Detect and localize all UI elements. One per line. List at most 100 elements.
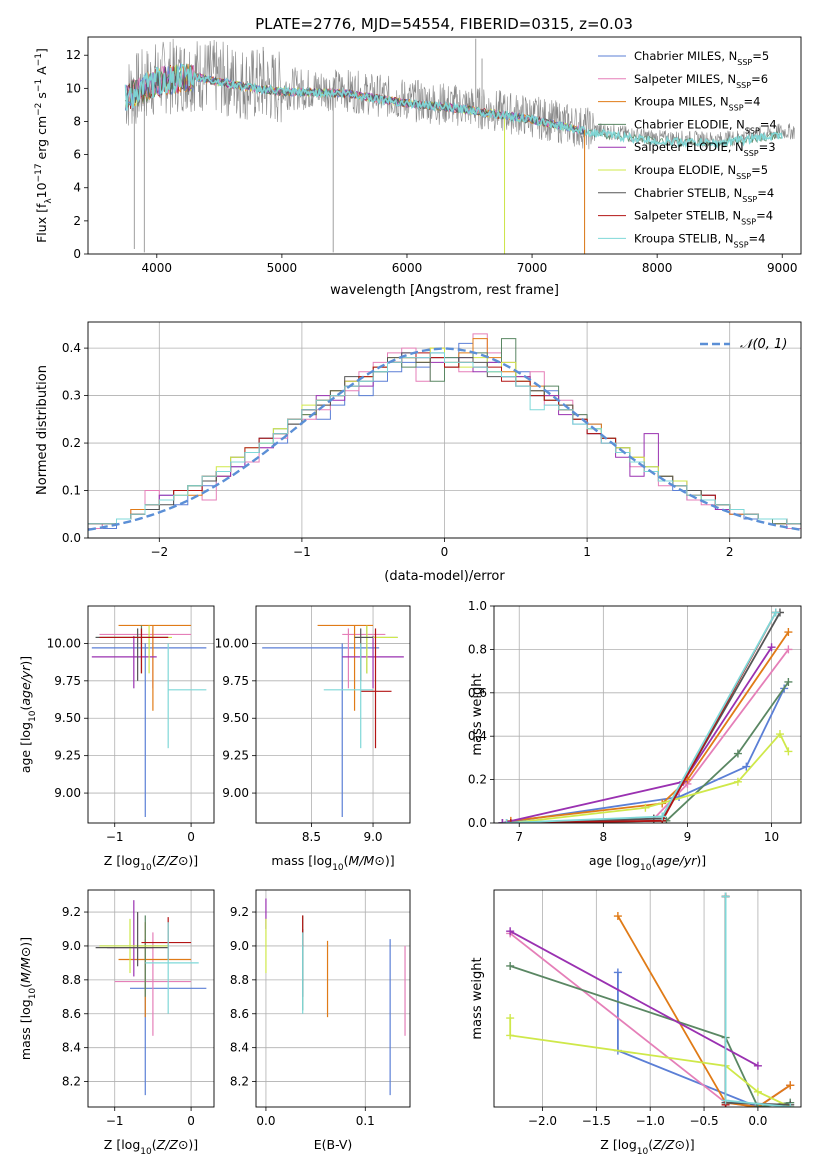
legend-label: Chabrier ELODIE, NSSP=4 [634,117,777,135]
label-part: ( [152,1137,157,1152]
axes-frame [493,889,802,1108]
plot-area [265,898,406,1096]
x-tick-label: −0.5 [689,1114,718,1128]
legend-label: 𝒩(0, 1) [740,337,787,352]
label-part: Z/Z⊙ [156,1137,189,1152]
legend-subscript: SSP [744,149,759,158]
legend-label: Kroupa STELIB, NSSP=4 [634,231,765,249]
label-part: )] [18,656,33,666]
x-tick-label: −2.0 [528,1114,557,1128]
x-tick-label: 9.0 [363,830,382,844]
label-part: M/M⊙ [18,947,33,983]
x-tick-label: −2 [150,545,168,559]
label-part: E(B-V) [314,1137,353,1152]
x-tick-label: 0.1 [356,1114,375,1128]
y-axis-label: Normed distribution [35,365,50,495]
label-part: 10 [140,863,152,873]
label-part: A [34,66,49,79]
y-tick-label: 0.0 [468,816,487,830]
legend-subscript: SSP [742,194,757,203]
label-part: ( [18,983,33,988]
series-marker [733,749,742,758]
x-tick-label: 1 [583,545,591,559]
label-part: Z [log [104,853,140,868]
x-axis-label: age [log10(age/yr)] [589,853,706,873]
label-part: −2 [34,103,44,116]
axes-frame [87,321,802,539]
x-tick-label: 0.0 [256,1114,275,1128]
series-marker [506,1031,515,1040]
y-tick-label: 0.2 [62,436,81,450]
y-tick-label: 8.2 [230,1075,249,1089]
x-axis-label: wavelength [Angstrom, rest frame] [330,283,559,298]
panel-mass_vs_Z: −1 08.28.48.68.89.09.2Z [log10(Z/Z⊙)]mass… [18,889,215,1157]
legend-subscript: SSP [741,217,756,226]
label-part: erg cm [34,116,49,164]
label-part: −1 [34,53,44,66]
label-part: ( [651,853,656,868]
y-tick-label: 9.75 [222,674,249,688]
plot-area [88,333,801,538]
legend-text: Chabrier STELIB, N [634,186,742,200]
y-tick-label: 0.1 [62,484,81,498]
label-part: λ [44,198,54,204]
legend-subscript: SSP [736,80,751,89]
series-marker [784,645,793,654]
legend-text: Salpeter STELIB, N [634,209,741,223]
plot-area [91,624,207,818]
series-line-chabrier_stelib [506,612,781,823]
y-tick-label: 0.6 [468,686,487,700]
y-tick-label: 0.0 [62,531,81,545]
legend-value: =4 [757,186,774,200]
legend-value: =6 [751,72,768,86]
legend-text: Chabrier MILES, N [634,49,737,63]
x-tick-label: 5000 [267,261,298,275]
series-line-kroupa_miles [510,631,790,822]
axes-frame [87,36,802,255]
label-part: 10 [332,863,344,873]
label-part: )] [696,853,706,868]
y-tick-label: 0.4 [62,341,81,355]
label-part: age [log [18,722,33,773]
gridlines [88,606,214,823]
label-part: age/yr [18,665,33,706]
plots-layer: 4000 5000 6000 7000 8000 9000024681012wavelen… [18,36,802,1157]
label-part: )] [188,853,198,868]
label-part: mass [log [271,853,332,868]
x-tick-label: 2 [726,545,734,559]
legend-text: Salpeter MILES, N [634,72,736,86]
y-tick-label: 8.4 [62,1041,81,1055]
x-tick-label: 7 [515,830,523,844]
y-tick-label: 8.6 [62,1007,81,1021]
label-part: Flux [f [34,203,49,243]
y-tick-label: 8.4 [230,1041,249,1055]
series-marker [506,927,515,936]
series-marker [506,961,515,970]
legend-text: Salpeter ELODIE, N [634,140,744,154]
y-tick-label: 8.2 [62,1075,81,1089]
legend-text: Kroupa STELIB, N [634,231,734,245]
legend-subscript: SSP [729,103,744,112]
series-marker [498,819,507,823]
panel-mass_weight_vs_Z: −2.0 −1.5 −1.0 −0.5 0.0 Z [log10(Z/Z⊙)] mass w… [470,889,802,1157]
plot-area [506,892,795,1107]
x-tick-label: 8.5 [302,830,321,844]
series-marker [658,812,667,821]
legend-value: =5 [751,163,768,177]
legend-subscript: SSP [737,58,752,67]
series-marker [613,912,622,921]
y-tick-label: 4 [73,181,81,195]
axes-frame [493,605,802,824]
series-marker [721,1096,730,1105]
label-part: Z [log [600,1137,636,1152]
label-part: 10 [34,182,49,198]
y-tick-label: 9.00 [54,786,81,800]
label-part: 10 [28,710,38,722]
plot-area [95,900,207,1096]
x-tick-label: 9000 [767,261,798,275]
series-marker [784,677,793,686]
legend: 𝒩(0, 1) [700,337,787,352]
series-line-salpeter_elodie [509,930,759,1067]
